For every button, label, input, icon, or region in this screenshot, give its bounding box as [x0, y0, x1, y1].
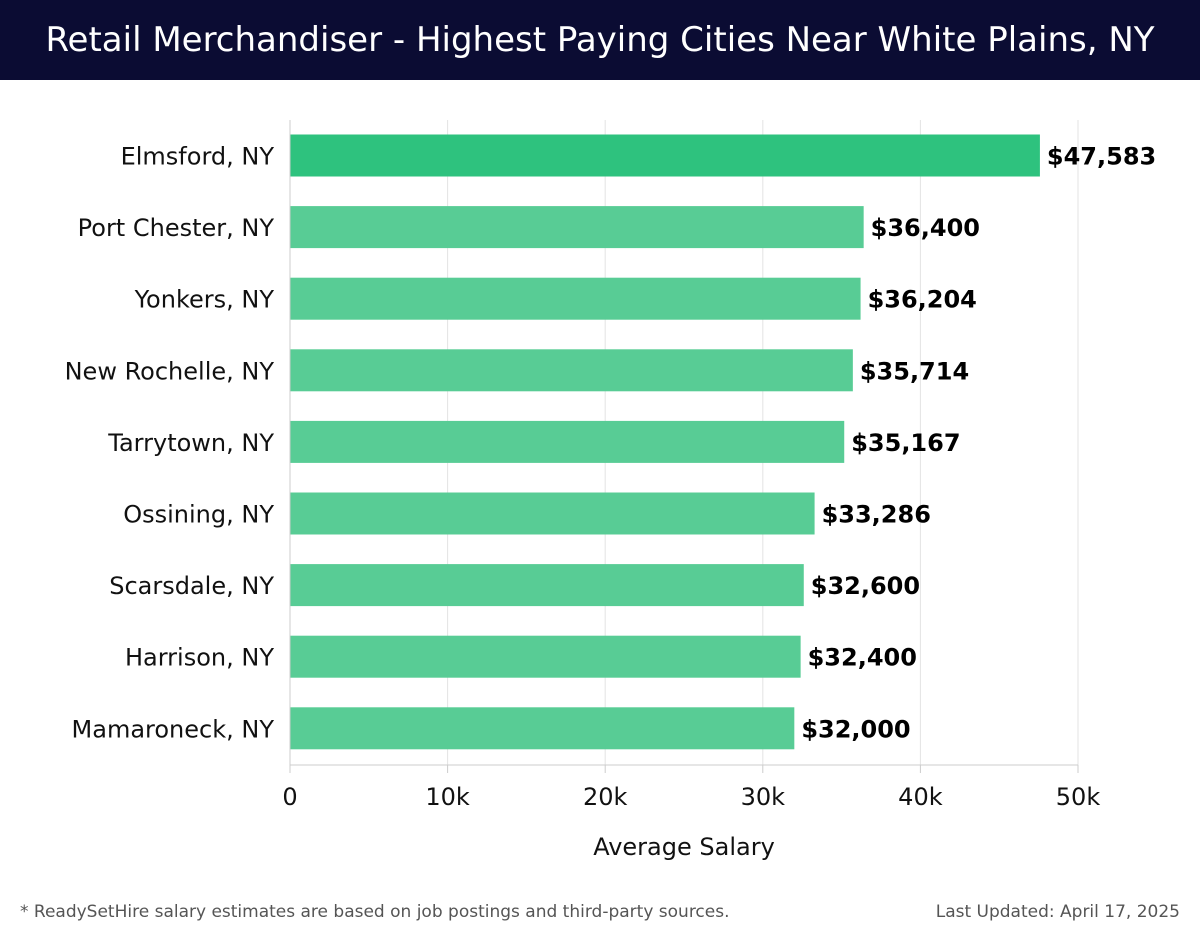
- bar: [290, 635, 801, 678]
- value-label: $32,400: [808, 644, 917, 672]
- axis-layer: 0 10k 20k 30k 40k 50k: [282, 120, 1100, 811]
- footer-updated: Last Updated: April 17, 2025: [935, 902, 1180, 922]
- bar: [290, 206, 864, 249]
- value-label: $35,167: [851, 429, 960, 457]
- category-label: Port Chester, NY: [78, 214, 275, 242]
- category-label: New Rochelle, NY: [65, 357, 275, 385]
- value-label: $33,286: [822, 501, 931, 529]
- value-label: $32,000: [801, 715, 910, 743]
- bar: [290, 277, 861, 320]
- bar: [290, 707, 795, 750]
- category-label: Mamaroneck, NY: [72, 715, 275, 743]
- bar-layer: [290, 134, 1040, 750]
- title-bar: Retail Merchandiser - Highest Paying Cit…: [0, 0, 1200, 80]
- bar: [290, 134, 1040, 177]
- category-label: Harrison, NY: [125, 644, 274, 672]
- bar: [290, 492, 815, 535]
- bar: [290, 349, 853, 392]
- x-tick-label: 10k: [425, 783, 470, 811]
- x-axis-title: Average Salary: [593, 833, 775, 861]
- category-label: Elmsford, NY: [121, 143, 275, 171]
- bar: [290, 420, 845, 463]
- salary-bar-chart: Elmsford, NY $47,583 Port Chester, NY $36,4…: [65, 120, 1157, 861]
- category-label: Ossining, NY: [123, 501, 274, 529]
- category-label: Tarrytown, NY: [107, 429, 274, 457]
- footer-note: * ReadySetHire salary estimates are base…: [20, 902, 730, 922]
- value-label: $35,714: [860, 357, 969, 385]
- category-label: Yonkers, NY: [134, 286, 275, 314]
- value-label: $36,204: [868, 286, 977, 314]
- value-label: $32,600: [811, 572, 920, 600]
- x-tick-label: 50k: [1056, 783, 1101, 811]
- x-tick-label: 40k: [898, 783, 943, 811]
- chart-title: Retail Merchandiser - Highest Paying Cit…: [45, 20, 1155, 60]
- x-tick-label: 0: [282, 783, 297, 811]
- value-label: $36,400: [871, 214, 980, 242]
- x-tick-label: 30k: [741, 783, 786, 811]
- value-label: $47,583: [1047, 143, 1156, 171]
- bar: [290, 564, 804, 607]
- x-tick-label: 20k: [583, 783, 628, 811]
- label-layer: Elmsford, NY $47,583 Port Chester, NY $36,4…: [65, 143, 1157, 744]
- category-label: Scarsdale, NY: [109, 572, 274, 600]
